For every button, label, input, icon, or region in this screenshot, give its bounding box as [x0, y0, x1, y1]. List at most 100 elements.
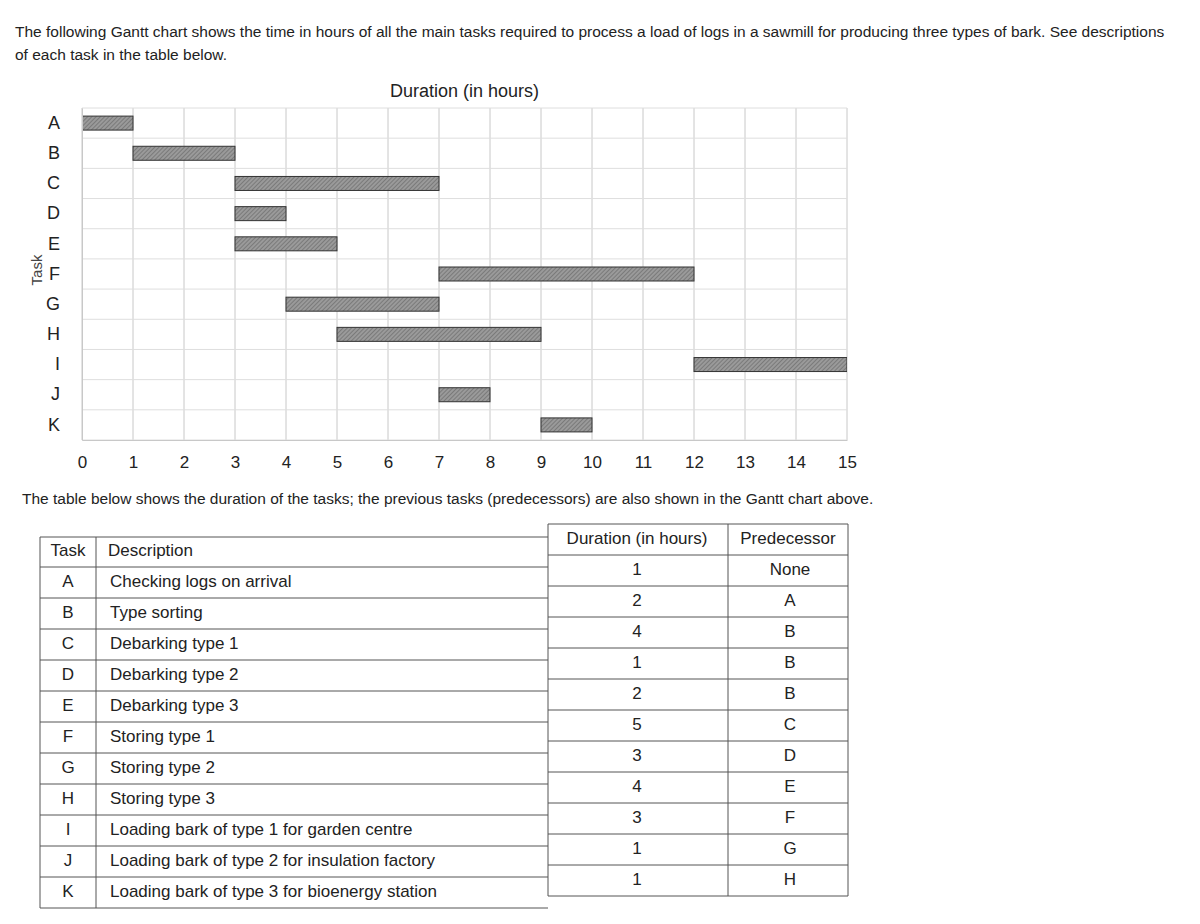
axis-title: Duration (in hours): [390, 81, 539, 101]
x-tick: 2: [180, 440, 189, 472]
table-header: Duration (in hours): [567, 529, 708, 548]
x-tick-label: 8: [486, 453, 495, 472]
grid-line: [337, 108, 338, 440]
task-bar: [439, 388, 490, 402]
table-cell: G: [61, 758, 74, 777]
table-line: [548, 617, 848, 618]
task-bar: [286, 297, 439, 311]
x-axis: 0123456789101112131415: [78, 440, 857, 472]
x-tick: 3: [231, 440, 240, 472]
table-cell: 5: [632, 715, 641, 734]
x-tick-label: 9: [537, 453, 546, 472]
x-tick-label: 14: [787, 453, 806, 472]
table-header: Predecessor: [740, 529, 836, 548]
table-cell: 1: [632, 653, 641, 672]
grid-line: [745, 108, 746, 440]
row-line: [82, 258, 847, 259]
grid-line: [388, 108, 389, 440]
task-bar: [337, 327, 541, 341]
axis-title: Task: [28, 254, 45, 285]
table-cell: Type sorting: [110, 603, 203, 622]
y-tick: C: [47, 173, 82, 193]
table-line: [40, 598, 548, 599]
table-line: [40, 784, 548, 785]
table-cell: 4: [632, 622, 641, 641]
table-line: [40, 846, 548, 847]
table-cell: B: [784, 653, 795, 672]
row-line: [82, 198, 847, 199]
task-bar: [439, 267, 694, 281]
table-cell: 2: [632, 684, 641, 703]
table-header: Task: [51, 541, 86, 560]
row-line: [82, 228, 847, 229]
table-line: [96, 537, 97, 908]
y-tick-label: A: [48, 113, 60, 133]
table-cell: Checking logs on arrival: [110, 572, 291, 591]
table-line: [548, 555, 848, 556]
x-tick: 10: [583, 440, 602, 472]
x-tick: 13: [736, 440, 755, 472]
intro-text: The following Gantt chart shows the time…: [15, 23, 1165, 40]
table-cell: A: [62, 572, 74, 591]
x-tick: 7: [435, 440, 444, 472]
table-line: [548, 803, 848, 804]
table-cell: F: [785, 808, 795, 827]
x-tick: 1: [129, 440, 138, 472]
y-tick-label: K: [48, 415, 60, 435]
table-line: [40, 722, 548, 723]
x-tick-label: 11: [635, 453, 653, 472]
table-cell: B: [784, 684, 795, 703]
table-cell: C: [62, 634, 74, 653]
y-tick-label: I: [55, 354, 60, 374]
row-line: [82, 289, 847, 290]
grid-line: [286, 108, 287, 440]
y-tick-label: C: [47, 173, 60, 193]
table-line: [40, 629, 548, 630]
table-line: [848, 524, 849, 896]
x-tick: 14: [787, 440, 806, 472]
row-line: [82, 319, 847, 320]
y-tick-label: E: [48, 234, 60, 254]
table-line: [548, 648, 848, 649]
table-cell: H: [62, 789, 74, 808]
task-bar: [235, 176, 439, 190]
x-tick-label: 7: [435, 453, 444, 472]
row-line: [82, 440, 847, 441]
table-line: [40, 908, 548, 909]
x-tick: 6: [384, 440, 393, 472]
y-tick-label: H: [47, 324, 60, 344]
table-cell: 2: [632, 591, 641, 610]
x-tick-label: 13: [736, 453, 755, 472]
table-cell: B: [62, 603, 73, 622]
x-tick-label: 0: [78, 453, 87, 472]
y-tick: K: [48, 415, 82, 435]
y-axis-line: [82, 109, 83, 441]
table-line: [548, 741, 848, 742]
table-cell: K: [62, 882, 74, 901]
table-cell: F: [63, 727, 73, 746]
table-cell: Storing type 2: [110, 758, 215, 777]
y-tick: H: [47, 324, 82, 344]
task-bar: [82, 116, 133, 130]
table-cell: Loading bark of type 3 for bioenergy sta…: [110, 882, 437, 901]
table-line: [548, 865, 848, 866]
x-tick-label: 1: [129, 453, 138, 472]
x-tick-label: 6: [384, 453, 393, 472]
task-bar: [133, 146, 235, 160]
y-tick: F: [49, 264, 82, 284]
y-tick: G: [46, 294, 82, 314]
table-cell: 1: [632, 839, 641, 858]
table-line: [40, 877, 548, 878]
table-line: [40, 691, 548, 692]
x-axis-line: [83, 440, 848, 441]
table-line: [728, 524, 729, 896]
grid-line: [82, 108, 83, 440]
y-tick-label: F: [49, 264, 60, 284]
row-line: [82, 138, 847, 139]
table-line: [548, 772, 848, 773]
table-cell: A: [784, 591, 796, 610]
x-tick-label: 10: [583, 453, 602, 472]
x-tick: 5: [333, 440, 342, 472]
x-tick-label: 15: [838, 453, 857, 472]
grid-line: [847, 108, 848, 440]
